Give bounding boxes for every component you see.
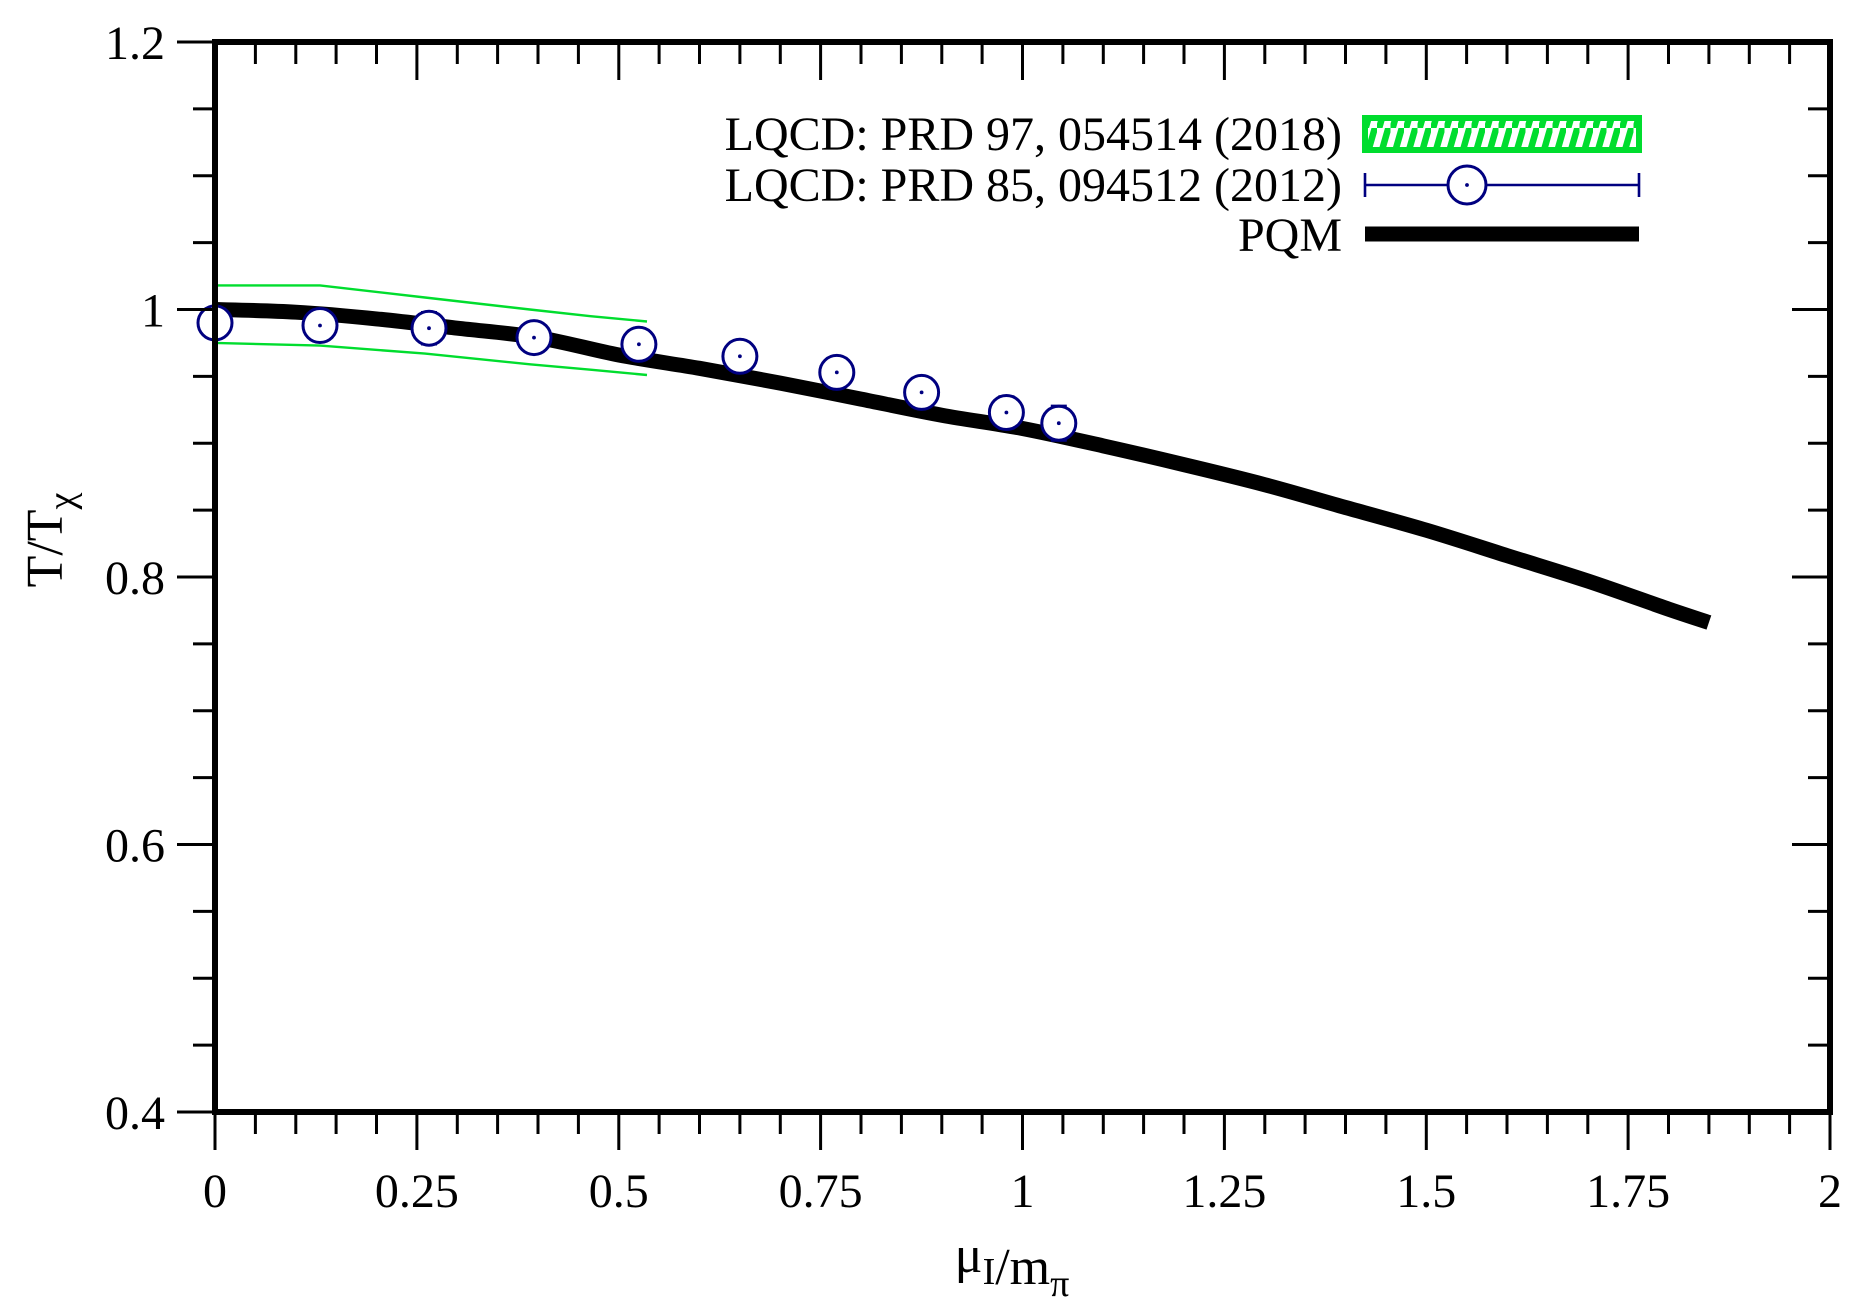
y-tick-label: 1.2 xyxy=(105,17,165,70)
x-tick-label: 1.25 xyxy=(1182,1165,1266,1218)
point-center-dot xyxy=(834,370,839,375)
point-center-dot xyxy=(427,326,431,331)
point-center-dot xyxy=(738,354,742,359)
band-lower-edge xyxy=(214,341,648,377)
pqm-curve-path xyxy=(214,302,1712,630)
data-point xyxy=(301,307,339,344)
legend-marker-dot xyxy=(1465,183,1469,187)
point-center-dot xyxy=(318,323,322,328)
axis-label-text: μ xyxy=(955,1227,983,1284)
axis-label-text: /m xyxy=(995,1239,1050,1296)
point-center-dot xyxy=(919,390,924,395)
legend-symbols xyxy=(1362,115,1642,242)
data-point xyxy=(1040,404,1078,442)
x-tick-label: 1.75 xyxy=(1586,1165,1670,1218)
data-point xyxy=(410,309,448,347)
y-tick-label: 0.8 xyxy=(105,552,165,605)
axes: 0 0.25 0.5 0.75 1 1.25 1.5 1.75 2 1.2 1 0.8 0.6 0.4 xyxy=(105,17,1842,1218)
legend-label-lqcd-2018: LQCD: PRD 97, 054514 (2018) xyxy=(725,108,1342,161)
band-upper-edge xyxy=(215,284,648,323)
axis-label-subscript: I xyxy=(983,1251,996,1293)
x-tick-label: 1.5 xyxy=(1396,1165,1456,1218)
data-point xyxy=(620,325,658,363)
data-point xyxy=(987,394,1025,431)
x-tick-label: 0.75 xyxy=(779,1165,863,1218)
lqcd-2018-band xyxy=(214,284,648,377)
point-center-dot xyxy=(1056,421,1061,426)
x-tick-label: 0.5 xyxy=(589,1165,649,1218)
pqm-curve xyxy=(214,302,1712,630)
x-tick-label: 0 xyxy=(203,1165,227,1218)
legend-swatch-hatched-band xyxy=(1362,115,1642,153)
data-point xyxy=(721,337,759,375)
x-axis-label: μI/mπ xyxy=(955,1227,1070,1305)
axis-label-subscript: π xyxy=(1050,1263,1069,1305)
legend-label-pqm: PQM xyxy=(1238,209,1342,262)
data-point xyxy=(903,373,941,411)
x-tick-label: 0.25 xyxy=(375,1165,459,1218)
legend-label-lqcd-2012: LQCD: PRD 85, 094512 (2012) xyxy=(725,159,1342,212)
y-tick-label: 0.6 xyxy=(105,820,165,873)
data-point xyxy=(515,319,553,357)
axis-labels: μI/mπ T/Tχ xyxy=(17,492,1069,1305)
point-center-dot xyxy=(532,335,536,340)
y-tick-label: 1 xyxy=(141,285,165,338)
axis-label-text: T/T xyxy=(17,509,74,587)
point-center-dot xyxy=(1004,410,1009,415)
point-center-dot xyxy=(637,342,641,347)
y-axis-label: T/Tχ xyxy=(17,492,83,587)
x-tick-label: 2 xyxy=(1818,1165,1842,1218)
x-tick-label: 1 xyxy=(1011,1165,1035,1218)
data-point xyxy=(818,353,856,391)
axis-label-subscript: χ xyxy=(41,492,83,510)
y-tick-label: 0.4 xyxy=(105,1087,165,1140)
legend: LQCD: PRD 97, 054514 (2018) LQCD: PRD 85… xyxy=(725,108,1342,262)
